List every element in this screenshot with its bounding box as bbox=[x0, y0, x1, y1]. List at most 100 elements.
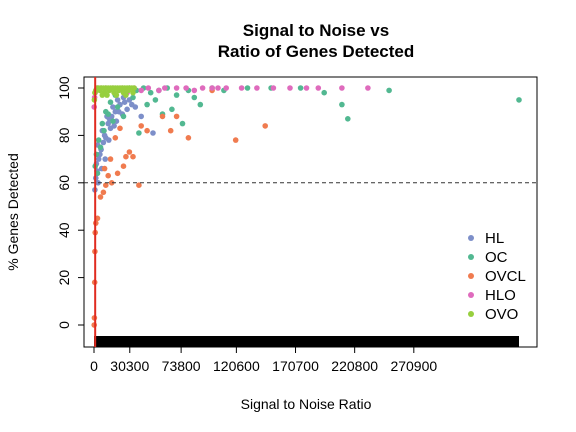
data-point-oc bbox=[114, 104, 121, 110]
data-point-hlo bbox=[270, 85, 277, 91]
data-point-ovcl bbox=[232, 137, 239, 143]
data-point-ovo bbox=[116, 87, 122, 94]
data-point-oc bbox=[97, 144, 104, 151]
data-point-oc bbox=[339, 101, 345, 108]
x-axis: 0 30300 73800 120600 170700 220800 270900 bbox=[90, 347, 437, 374]
y-tick-label: 0 bbox=[56, 321, 72, 329]
data-point-hl bbox=[102, 156, 108, 162]
data-point-hlo bbox=[365, 85, 371, 91]
y-tick-label: 100 bbox=[56, 76, 72, 100]
data-point-hlo bbox=[339, 85, 345, 91]
data-point-hl bbox=[95, 156, 102, 162]
data-point-ovcl bbox=[126, 149, 133, 155]
data-point-oc bbox=[386, 87, 392, 94]
x-tick-label: 170700 bbox=[272, 358, 319, 374]
data-point-oc bbox=[179, 120, 186, 127]
data-point-oc bbox=[107, 99, 114, 105]
data-point-ovo bbox=[99, 92, 106, 98]
data-point-ovo bbox=[123, 92, 129, 98]
data-point-ovcl bbox=[117, 125, 123, 132]
data-point-ovcl bbox=[103, 182, 109, 188]
data-point-oc bbox=[130, 94, 136, 101]
data-point-oc bbox=[191, 94, 198, 101]
data-point-ovo bbox=[104, 92, 110, 98]
data-point-oc bbox=[516, 97, 522, 103]
data-point-oc bbox=[152, 97, 159, 103]
data-point-ovcl bbox=[112, 135, 119, 141]
chart-title-line2: Ratio of Genes Detected bbox=[218, 42, 415, 61]
data-point-hlo bbox=[238, 85, 245, 91]
legend-marker-oc bbox=[468, 254, 474, 260]
data-point-ovcl bbox=[136, 182, 142, 188]
data-point-oc bbox=[144, 101, 150, 108]
data-point-hlo bbox=[183, 85, 189, 91]
data-point-ovcl bbox=[100, 189, 107, 196]
data-point-ovcl bbox=[185, 135, 192, 141]
data-point-hlo bbox=[173, 85, 180, 91]
data-point-hlo bbox=[209, 85, 215, 91]
data-point-oc bbox=[197, 101, 204, 108]
data-point-hlo bbox=[315, 85, 322, 91]
data-point-ovcl bbox=[105, 172, 111, 179]
data-point-ovcl bbox=[107, 156, 114, 162]
data-point-hlo bbox=[156, 87, 162, 94]
data-point-ovo bbox=[131, 85, 137, 91]
data-point-oc bbox=[101, 127, 107, 134]
data-point-hl bbox=[129, 101, 135, 108]
data-point-oc bbox=[136, 130, 142, 136]
data-point-oc bbox=[173, 92, 180, 98]
data-point-ovcl bbox=[120, 163, 127, 169]
data-point-hl bbox=[124, 106, 130, 113]
data-point-hl bbox=[114, 97, 121, 103]
data-point-hl bbox=[110, 104, 116, 110]
data-point-hl bbox=[106, 137, 112, 143]
legend-marker-ovcl bbox=[468, 273, 474, 279]
data-point-hlo bbox=[303, 85, 310, 91]
data-point-ovcl bbox=[262, 123, 269, 129]
legend-label-ovcl: OVCL bbox=[485, 268, 526, 285]
data-point-hl bbox=[116, 108, 122, 115]
legend-label-hl: HL bbox=[485, 230, 504, 247]
data-point-oc bbox=[105, 111, 111, 117]
data-point-ovo bbox=[130, 89, 136, 96]
x-tick-label: 0 bbox=[90, 358, 98, 374]
x-axis-tick-band bbox=[94, 336, 519, 347]
chart-title: Signal to Noise vs Ratio of Genes Detect… bbox=[218, 21, 415, 61]
data-point-ovcl bbox=[167, 127, 174, 134]
data-point-ovcl bbox=[173, 113, 180, 120]
y-tick-label: 40 bbox=[56, 222, 72, 238]
data-point-oc bbox=[297, 85, 304, 91]
data-point-ovcl bbox=[123, 153, 129, 160]
legend-label-oc: OC bbox=[485, 249, 508, 266]
chart-title-line1: Signal to Noise vs bbox=[243, 21, 389, 40]
data-point-ovo bbox=[125, 87, 131, 94]
data-point-ovo bbox=[106, 87, 113, 94]
data-point-hlo bbox=[162, 85, 168, 91]
data-point-ovcl bbox=[108, 180, 115, 186]
data-point-oc bbox=[345, 116, 351, 122]
series-hl bbox=[92, 94, 156, 193]
data-point-hl bbox=[105, 120, 111, 127]
data-point-oc bbox=[120, 113, 127, 120]
series-ovcl bbox=[91, 87, 269, 328]
data-point-ovcl bbox=[114, 170, 121, 177]
x-tick-label: 30300 bbox=[110, 358, 149, 374]
data-point-oc bbox=[321, 89, 328, 96]
x-tick-label: 73800 bbox=[162, 358, 201, 374]
series-oc bbox=[92, 85, 522, 177]
legend-marker-ovo bbox=[468, 311, 474, 317]
data-point-hlo bbox=[199, 85, 206, 91]
y-tick-label: 80 bbox=[56, 127, 72, 143]
y-tick-label: 60 bbox=[56, 175, 72, 191]
data-point-hl bbox=[150, 130, 156, 136]
data-point-oc bbox=[110, 118, 116, 124]
x-tick-label: 120600 bbox=[213, 358, 260, 374]
legend-marker-hl bbox=[468, 235, 474, 241]
data-points bbox=[91, 85, 522, 328]
data-point-ovcl bbox=[97, 194, 104, 200]
data-point-hl bbox=[100, 139, 107, 146]
data-point-hlo bbox=[191, 87, 198, 94]
data-point-oc bbox=[169, 106, 175, 113]
x-tick-label: 270900 bbox=[390, 358, 437, 374]
